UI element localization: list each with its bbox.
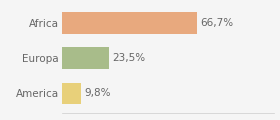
Bar bbox=[62, 83, 81, 104]
Text: 23,5%: 23,5% bbox=[112, 53, 145, 63]
Bar bbox=[62, 12, 197, 34]
Text: 66,7%: 66,7% bbox=[200, 18, 233, 28]
Bar bbox=[62, 47, 109, 69]
Text: 9,8%: 9,8% bbox=[85, 88, 111, 98]
